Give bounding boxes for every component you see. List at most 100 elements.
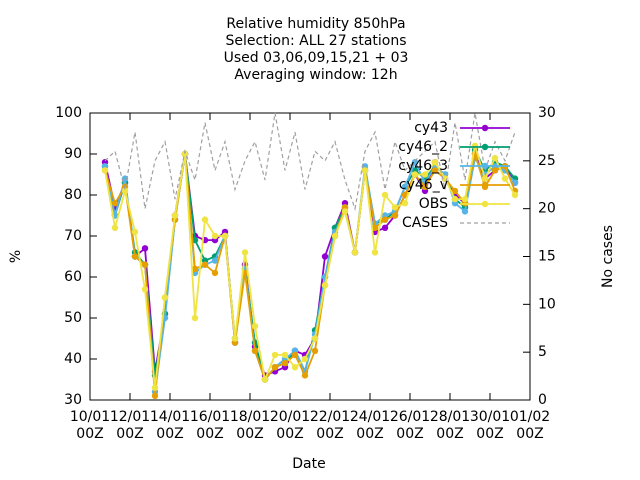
series-point: [341, 208, 349, 215]
series-point: [301, 355, 309, 363]
series-point: [371, 224, 379, 231]
series-point: [251, 323, 259, 330]
series-point: [421, 171, 429, 178]
y-tick-label: 30: [64, 392, 82, 408]
series-point: [451, 187, 459, 195]
y-tick-label: 80: [64, 187, 82, 203]
series-point: [411, 159, 419, 166]
chart-title: Relative humidity 850hPa Selection: ALL …: [223, 16, 409, 83]
series-point: [431, 159, 439, 166]
series-point: [391, 212, 399, 219]
series-point: [381, 216, 389, 223]
series-point: [201, 261, 209, 268]
series-point: [131, 253, 139, 260]
y2-tick-label: 30: [538, 105, 556, 121]
series-point: [171, 212, 179, 219]
y-axis-label: %: [8, 250, 24, 263]
series-point: [411, 171, 419, 178]
series-point: [511, 191, 519, 199]
series-point: [331, 232, 339, 240]
series-point: [241, 249, 249, 256]
series-point: [121, 187, 129, 195]
legend-marker: [481, 162, 489, 170]
series-point: [141, 286, 149, 293]
y2-axis-label: No cases: [600, 225, 616, 288]
series-point: [381, 224, 389, 231]
series-point: [501, 175, 509, 182]
series-point: [101, 167, 109, 174]
series-point: [151, 392, 159, 400]
series-point: [141, 245, 149, 252]
series-point: [401, 200, 409, 207]
series-point: [141, 261, 149, 268]
series-point: [451, 195, 459, 203]
legend-marker: [481, 200, 489, 208]
series-point: [281, 359, 289, 367]
x-tick-label: 28/01 00Z: [429, 409, 471, 442]
legend-label: OBS: [419, 196, 448, 212]
series-point: [201, 216, 209, 223]
series-point: [391, 204, 399, 211]
x-tick-label: 30/01 00Z: [469, 409, 511, 442]
x-tick-label: 12/01 00Z: [109, 409, 151, 442]
legend-marker: [481, 124, 489, 132]
series-point: [311, 347, 319, 354]
x-tick-label: 24/01 00Z: [349, 409, 391, 442]
x-tick-label: 22/01 00Z: [309, 409, 351, 442]
series-point: [361, 167, 369, 174]
series-point: [301, 372, 309, 379]
x-tick-label: 01/02 00Z: [509, 409, 551, 442]
y2-tick-label: 25: [538, 153, 556, 169]
x-tick-label: 18/01 00Z: [229, 409, 271, 442]
y2-tick-label: 0: [538, 392, 547, 408]
legend-label: cy46_3: [398, 158, 448, 174]
series-point: [321, 282, 329, 289]
x-axis-label: Date: [292, 456, 326, 472]
y-tick-label: 60: [64, 269, 82, 285]
legend-marker: [481, 143, 489, 151]
series-point: [191, 314, 199, 322]
y-tick-label: 40: [64, 351, 82, 367]
series-point: [111, 200, 119, 207]
series-point: [131, 228, 139, 236]
series-point: [421, 183, 429, 190]
series-point: [311, 335, 319, 342]
series-point: [381, 191, 389, 199]
y2-tick-label: 10: [538, 296, 556, 312]
series-point: [211, 269, 219, 277]
series-point: [111, 224, 119, 231]
series-point: [271, 364, 279, 371]
y-tick-label: 50: [64, 310, 82, 326]
y2-tick-label: 5: [538, 344, 547, 360]
series-point: [291, 351, 299, 359]
series-point: [231, 335, 239, 342]
series-point: [431, 167, 439, 174]
x-tick-label: 20/01 00Z: [269, 409, 311, 442]
series-point: [291, 364, 299, 371]
series-point: [151, 384, 159, 391]
series-point: [471, 142, 479, 149]
series-line: [104, 112, 516, 212]
series-point: [181, 150, 189, 158]
legend-label: cy46_v: [399, 177, 448, 193]
y2-tick-label: 15: [538, 249, 556, 265]
plot-border: [89, 112, 531, 401]
series-point: [281, 351, 289, 359]
series-point: [191, 265, 199, 272]
legend-label: cy43: [414, 120, 448, 136]
y-tick-label: 70: [64, 228, 82, 244]
series-point: [511, 179, 519, 186]
series-point: [371, 249, 379, 256]
series-point: [271, 351, 279, 359]
x-tick-label: 16/01 00Z: [189, 409, 231, 442]
y-tick-label: 90: [64, 146, 82, 162]
series-point: [211, 232, 219, 240]
series-point: [321, 253, 329, 260]
series-point: [491, 167, 499, 174]
series-point: [161, 294, 169, 301]
series-point: [351, 249, 359, 256]
x-tick-label: 10/01 00Z: [69, 409, 111, 442]
series-point: [461, 208, 469, 215]
